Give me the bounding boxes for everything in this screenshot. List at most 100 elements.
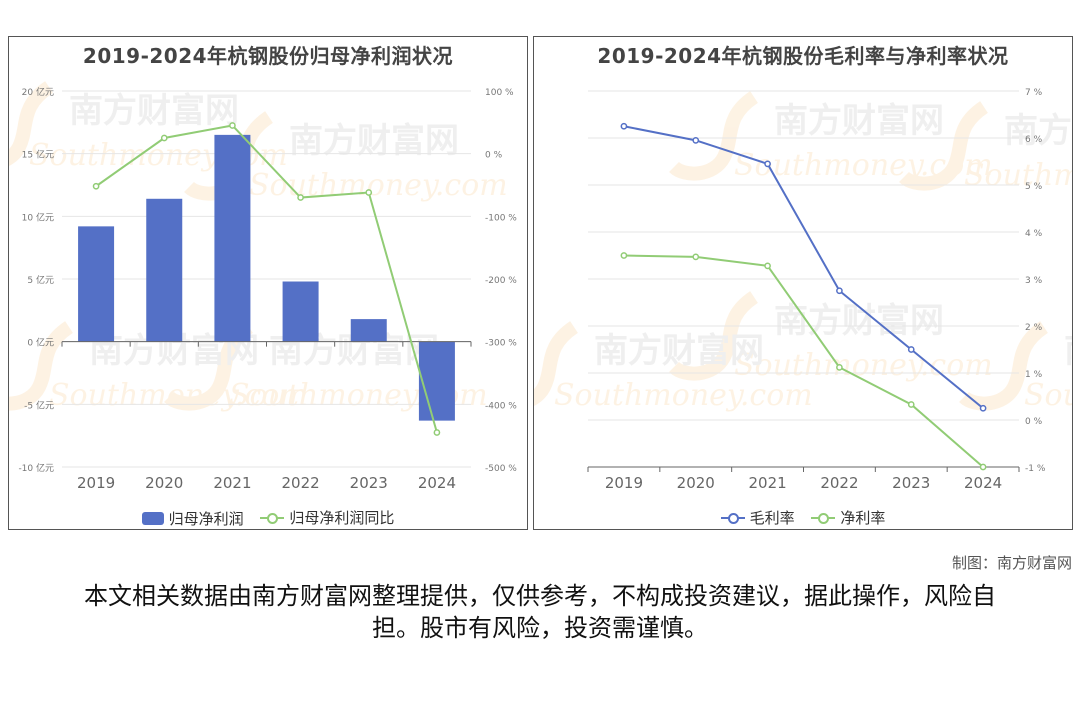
disclaimer-text: 本文相关数据由南方财富网整理提供，仅供参考，不构成投资建议，据此操作，风险自担。…	[84, 582, 996, 642]
margins-chart: 南方财富网Southmoney.com南方财富网Southmoney.com南方…	[534, 88, 1073, 492]
yoy-point-2021	[229, 122, 236, 129]
watermark-s-logo	[669, 91, 759, 181]
bar-2023	[350, 319, 387, 342]
watermark-cn-text: 南方财富网	[1064, 331, 1073, 371]
net-margin-point-2019	[620, 252, 628, 259]
watermark-s-logo	[899, 101, 989, 191]
gross-margin-point-2023	[907, 346, 915, 353]
watermark-en-text: Southmoney.com	[734, 348, 993, 383]
x-tick-label-2019: 2019	[605, 474, 643, 492]
watermark-cn-text: 南方财富网	[594, 331, 764, 371]
y-left-tick-label: 10 亿元	[22, 211, 54, 223]
legend-item-net-profit-yoy[interactable]: 归母净利润同比	[260, 507, 394, 528]
x-tick-label-2020: 2020	[677, 474, 715, 492]
gross-margin-point-2020	[692, 137, 700, 144]
watermark-s-logo	[9, 81, 54, 166]
y-right-tick-label: 3 %	[1025, 276, 1043, 286]
y-right-tick-label: 1 %	[1025, 370, 1043, 380]
y-right-tick-label: 0 %	[485, 151, 503, 161]
y-left-tick-label: 0 亿元	[27, 337, 54, 349]
y-right-tick-label: 0 %	[1025, 417, 1043, 427]
legend-line-swatch-icon	[811, 511, 836, 525]
legend-line-swatch-icon	[260, 511, 285, 525]
x-tick-label-2024: 2024	[964, 474, 1002, 492]
net-margin-line	[623, 254, 984, 468]
legend-label-net-margin: 净利率	[840, 509, 886, 527]
bar-2020	[146, 198, 183, 342]
legend-label-net-profit: 归母净利润	[168, 509, 244, 528]
watermark-s-logo	[164, 321, 254, 411]
x-tick-label-2021: 2021	[748, 474, 786, 492]
y-left-tick-label: -10 亿元	[18, 462, 54, 474]
legend-net-profit: 归母净利润 归母净利润同比	[9, 507, 527, 529]
y-right-tick-label: 100 %	[485, 88, 514, 98]
watermark-s-logo	[534, 321, 579, 406]
y-right-tick-label: -300 %	[485, 339, 517, 349]
x-tick-label-2024: 2024	[418, 474, 456, 492]
y-right-tick-label: -400 %	[485, 401, 517, 411]
net-margin-point-2022	[836, 364, 843, 371]
watermark-layer: 南方财富网Southmoney.com南方财富网Southmoney.com南方…	[534, 91, 1073, 413]
x-tick-label-2021: 2021	[213, 474, 251, 492]
y-left-tick-label: 20 亿元	[22, 86, 54, 98]
x-tick-label-2020: 2020	[145, 474, 183, 492]
legend-item-gross-margin[interactable]: 毛利率	[720, 507, 795, 528]
watermark-cn-text: 南方财富网	[289, 121, 459, 161]
x-tick-label-2022: 2022	[281, 474, 319, 492]
gross-margin-point-2021	[764, 160, 771, 168]
x-tick-label-2023: 2023	[350, 474, 388, 492]
yoy-point-2024	[433, 429, 441, 436]
gross-margin-point-2024	[979, 404, 987, 412]
watermark-cn-text: 南方财富网	[69, 91, 239, 131]
y-right-tick-label: 2 %	[1025, 323, 1043, 333]
net-margin-point-2021	[764, 262, 771, 270]
watermark-en-text: Southmoney.com	[734, 148, 993, 183]
yoy-point-2019	[92, 182, 100, 190]
y-right-tick-label: 7 %	[1025, 88, 1043, 98]
y-right-tick-label: -1 %	[1025, 464, 1046, 474]
yoy-line	[95, 124, 438, 433]
y-left-tick-label: 15 亿元	[22, 149, 54, 161]
yoy-point-2023	[365, 189, 373, 196]
y-right-tick-label: -200 %	[485, 276, 517, 286]
legend-line-swatch-icon	[720, 511, 745, 525]
chart-panel-margins: 南方财富网Southmoney.com南方财富网Southmoney.com南方…	[533, 36, 1073, 530]
chart-title-net-profit: 2019-2024年杭钢股份归母净利润状况	[82, 44, 454, 68]
net-margin-point-2020	[692, 253, 700, 261]
chart-credit: 制图：南方财富网	[951, 554, 1072, 572]
y-right-tick-label: 4 %	[1025, 229, 1043, 239]
watermark-en-text: Southmoney.com	[1024, 378, 1073, 413]
yoy-point-2020	[160, 134, 168, 142]
watermark-cn-text: 南方财富网	[774, 101, 944, 141]
legend-label-net-profit-yoy: 归母净利润同比	[289, 509, 395, 527]
bar-2019	[78, 226, 115, 342]
legend-margins: 毛利率 净利率	[534, 507, 1072, 529]
bar-2021	[214, 134, 251, 342]
gross-margin-point-2019	[620, 122, 628, 130]
y-left-tick-label: -5 亿元	[24, 399, 54, 411]
gross-margin-point-2022	[836, 287, 843, 295]
y-right-tick-label: -100 %	[485, 213, 517, 223]
chart-title-margins: 2019-2024年杭钢股份毛利率与净利率状况	[597, 44, 1009, 68]
watermark-en-text: Southmoney.com	[964, 158, 1073, 193]
watermark-s-logo	[9, 321, 74, 411]
legend-item-net-margin[interactable]: 净利率	[811, 507, 885, 528]
x-tick-label-2023: 2023	[892, 474, 930, 492]
net-margin-point-2024	[979, 463, 987, 471]
x-tick-label-2022: 2022	[820, 474, 858, 492]
x-tick-label-2019: 2019	[77, 474, 115, 492]
watermark-en-text: Southmoney.com	[249, 168, 508, 203]
y-right-tick-label: 6 %	[1025, 135, 1043, 145]
net-margin-point-2023	[907, 401, 915, 408]
y-right-tick-label: -500 %	[485, 464, 517, 474]
legend-label-gross-margin: 毛利率	[749, 509, 795, 527]
watermark-cn-text: 南方财富网	[1004, 111, 1073, 151]
y-right-tick-label: 5 %	[1025, 182, 1043, 192]
bar-2022	[282, 281, 319, 342]
chart-panel-net-profit: 南方财富网 Southmoney.com 南方财富网 Southmoney.com 南方…	[8, 36, 528, 530]
bar-2024	[418, 341, 455, 421]
legend-bar-swatch-icon	[141, 511, 164, 525]
legend-item-net-profit[interactable]: 归母净利润	[141, 508, 244, 529]
